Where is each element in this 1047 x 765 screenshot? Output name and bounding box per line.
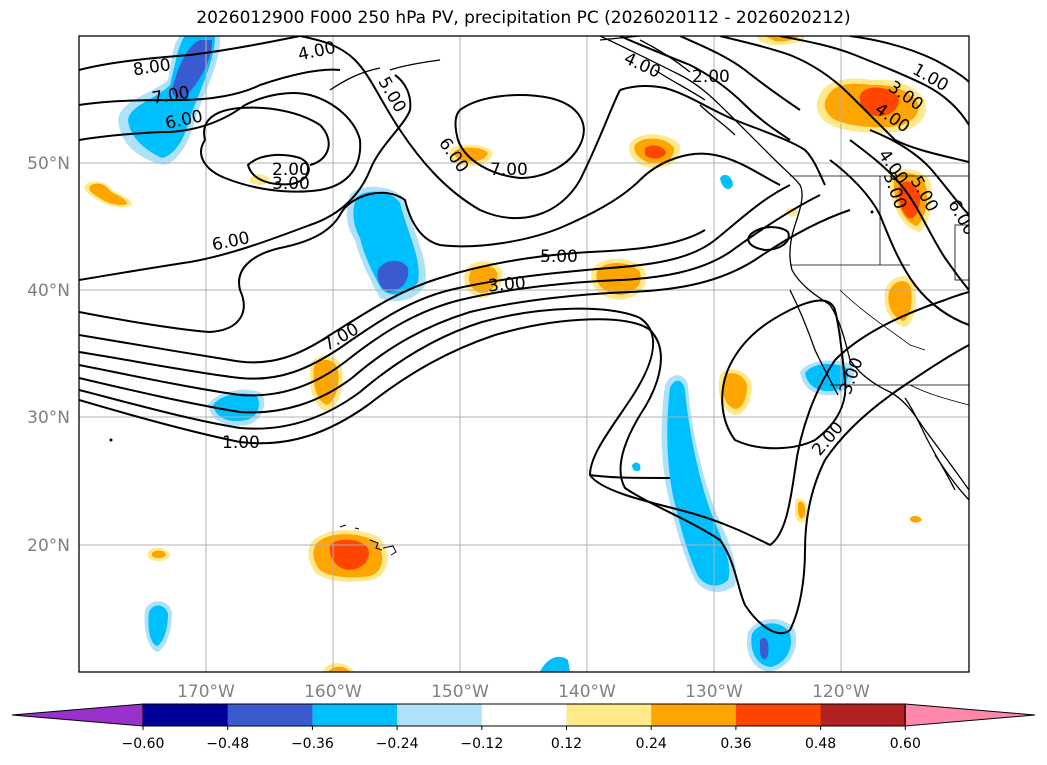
map-frame: [78, 35, 970, 673]
colorbar-tick-label: −0.48: [206, 736, 249, 752]
colorbar-min-arrow: [11, 703, 144, 727]
colorbar-max-arrow: [904, 703, 1036, 727]
islands: [109, 210, 874, 556]
graticule: [79, 36, 969, 672]
lon-tick-label: 140°W: [558, 682, 616, 702]
colorbar-tick-label: −0.36: [291, 736, 334, 752]
colorbar-swatch: [820, 704, 906, 726]
contour-label: 3.00: [487, 273, 526, 296]
colorbar-tick-label: 0.48: [805, 736, 836, 752]
contour-label: 5.00: [540, 247, 578, 267]
lon-tick-label: 130°W: [685, 682, 743, 702]
lon-tick-label: 170°W: [177, 682, 235, 702]
colorbar-swatch: [481, 704, 567, 726]
contour-label: 3.00: [272, 174, 310, 194]
map-area: 8.00 7.00 6.00 4.00 5.00 2.00 3.00 6.00 …: [79, 36, 969, 672]
colorbar: −0.60 −0.48 −0.36 −0.24 −0.12 0.12 0.24 0.36 0.4…: [11, 703, 1036, 752]
colorbar-swatch: [397, 704, 483, 726]
colorbar-swatch: [735, 704, 822, 726]
contour-label: 2.00: [272, 160, 310, 180]
colorbar-swatch: [651, 704, 737, 726]
colorbar-tick-label: −0.12: [460, 736, 503, 752]
pv-contours: [79, 36, 969, 635]
colorbar-swatch: [566, 704, 652, 726]
colorbar-swatch: [227, 704, 313, 726]
colorbar-swatch: [312, 704, 398, 726]
lon-tick-label: 120°W: [812, 682, 870, 702]
map-title: 2026012900 F000 250 hPa PV, precipitatio…: [196, 8, 851, 28]
contour-label: 1.00: [222, 433, 260, 453]
lat-tick-label: 20°N: [27, 536, 70, 556]
lon-tick-label: 160°W: [304, 682, 362, 702]
colorbar-tick-label: −0.24: [376, 736, 419, 752]
lat-tick-label: 40°N: [27, 281, 70, 301]
colorbar-tick-label: 0.60: [890, 736, 921, 752]
lat-tick-label: 50°N: [27, 154, 70, 174]
colorbar-tick-label: 0.12: [551, 736, 582, 752]
colorbar-tick-label: 0.24: [636, 736, 667, 752]
contour-label: 7.00: [490, 160, 528, 180]
contour-label: 2.00: [692, 67, 730, 87]
colorbar-tick-label: 0.36: [720, 736, 751, 752]
colorbar-swatch: [143, 704, 229, 726]
colorbar-tick-label: −0.60: [122, 736, 165, 752]
lon-tick-label: 150°W: [431, 682, 489, 702]
lat-tick-label: 30°N: [27, 408, 70, 428]
